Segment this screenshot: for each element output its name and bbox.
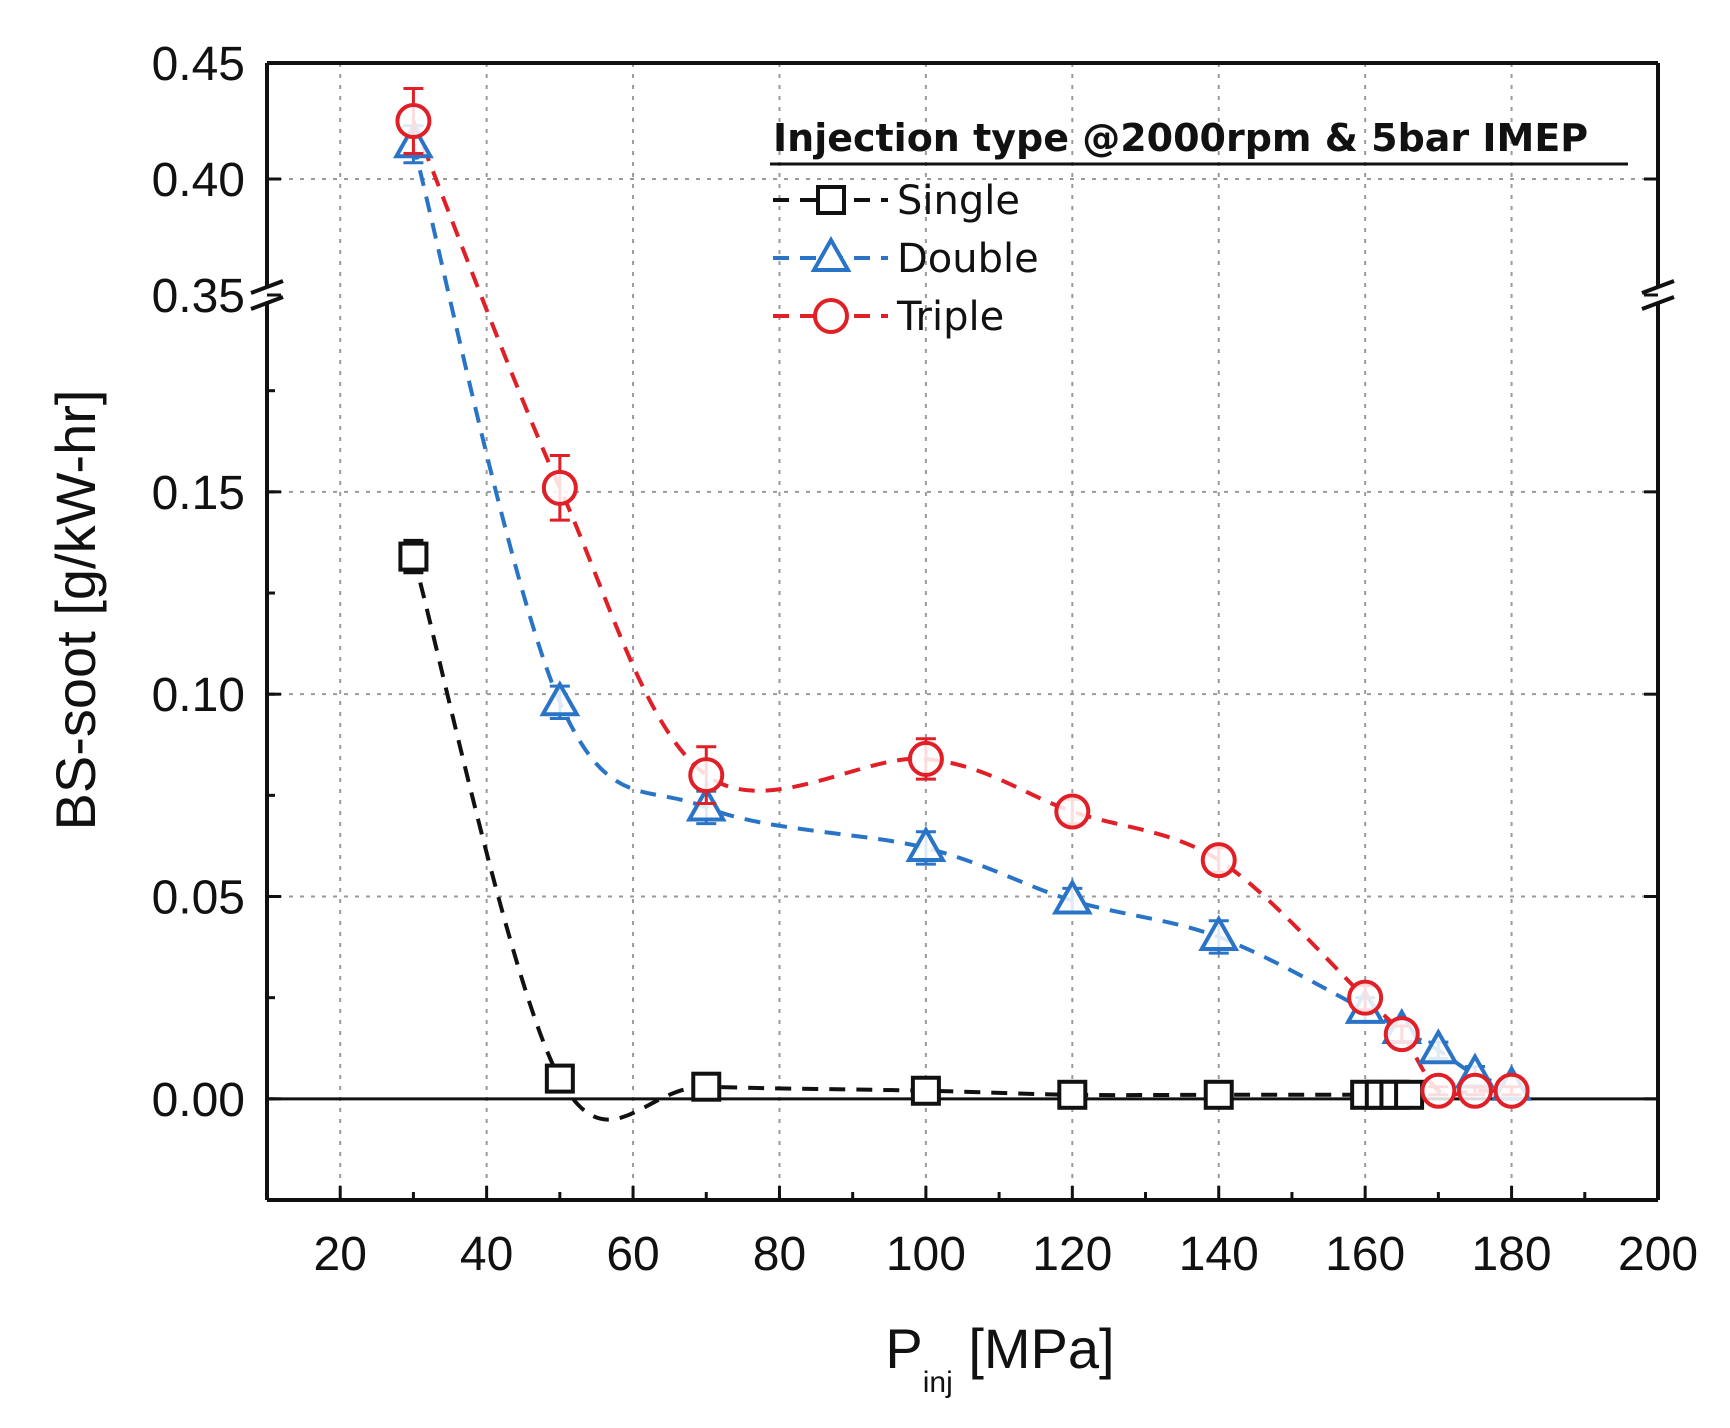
legend-label-double: Double bbox=[897, 236, 1039, 282]
axis-break-mark bbox=[250, 295, 284, 311]
data-point-double bbox=[905, 825, 947, 862]
x-tick-label: 120 bbox=[1032, 1228, 1112, 1281]
data-point-triple bbox=[1493, 1072, 1530, 1109]
x-axis-title-unit: [MPa] bbox=[953, 1317, 1115, 1380]
data-point-single bbox=[1057, 1079, 1088, 1110]
x-axis-title-main: P bbox=[885, 1317, 922, 1380]
data-point-triple bbox=[1347, 979, 1384, 1016]
data-point-single bbox=[544, 1063, 575, 1094]
x-tick-label: 60 bbox=[606, 1228, 659, 1281]
y-axis-title: BS-soot [g/kW-hr] bbox=[44, 390, 107, 831]
legend-marker-single bbox=[816, 185, 846, 215]
x-axis-title-subscript: inj bbox=[923, 1366, 953, 1399]
y-tick-label: 0.10 bbox=[152, 669, 245, 722]
x-tick-label: 20 bbox=[314, 1228, 367, 1281]
y-tick-label: 0.40 bbox=[152, 154, 245, 207]
series-line-single bbox=[411, 556, 1410, 1122]
axis-break-mark bbox=[250, 279, 284, 295]
y-tick-label: 0.00 bbox=[152, 1074, 245, 1127]
data-point-single bbox=[910, 1075, 941, 1106]
y-tick-label: 0.45 bbox=[152, 38, 245, 91]
data-point-double bbox=[1051, 878, 1093, 915]
data-point-double bbox=[1198, 914, 1240, 951]
y-tick-label: 0.05 bbox=[152, 872, 245, 925]
series-line-triple bbox=[411, 120, 1512, 1097]
x-axis-title: Pinj [MPa] bbox=[885, 1317, 1114, 1399]
data-point-triple bbox=[1420, 1072, 1457, 1109]
grid-layer bbox=[267, 63, 1658, 1200]
data-point-triple bbox=[1456, 1072, 1493, 1109]
data-point-single bbox=[398, 541, 429, 572]
data-point-triple bbox=[395, 103, 432, 139]
legend-label-triple: Triple bbox=[896, 294, 1004, 340]
x-tick-label: 100 bbox=[886, 1228, 966, 1281]
series-line-double bbox=[411, 143, 1513, 1089]
x-tick-label: 180 bbox=[1472, 1228, 1552, 1281]
axis-break-mark bbox=[1641, 279, 1675, 295]
legend-title: Injection type @2000rpm & 5bar IMEP bbox=[773, 116, 1588, 160]
marker-layer bbox=[392, 87, 1533, 1110]
y-tick-label: 0.35 bbox=[152, 270, 245, 323]
x-tick-label: 80 bbox=[753, 1228, 806, 1281]
data-point-triple bbox=[907, 740, 944, 777]
axis-break-mark bbox=[1641, 295, 1675, 311]
data-point-single bbox=[1394, 1079, 1425, 1110]
data-point-triple bbox=[1054, 793, 1091, 830]
x-tick-label: 200 bbox=[1618, 1228, 1698, 1281]
x-tick-label: 40 bbox=[460, 1228, 513, 1281]
data-point-double bbox=[539, 680, 581, 717]
legend-label-single: Single bbox=[897, 178, 1020, 224]
axis-layer: 20 40 60 80 100 120 140 160 180 200 0.00 0.05 0.10 0.… bbox=[152, 38, 1698, 1281]
x-tick-label: 160 bbox=[1325, 1228, 1405, 1281]
data-point-triple bbox=[1383, 1016, 1420, 1053]
y-tick-label: 0.15 bbox=[152, 467, 245, 520]
data-point-double bbox=[1417, 1028, 1459, 1065]
legend: Injection type @2000rpm & 5bar IMEP Sing… bbox=[770, 116, 1628, 340]
data-point-triple bbox=[1200, 842, 1237, 879]
data-point-triple bbox=[541, 469, 578, 506]
x-tick-label: 140 bbox=[1179, 1228, 1259, 1281]
legend-marker-triple bbox=[813, 298, 849, 334]
data-point-single bbox=[691, 1071, 722, 1102]
legend-marker-double bbox=[810, 235, 852, 272]
data-point-single bbox=[1203, 1079, 1234, 1110]
data-point-triple bbox=[688, 757, 725, 794]
